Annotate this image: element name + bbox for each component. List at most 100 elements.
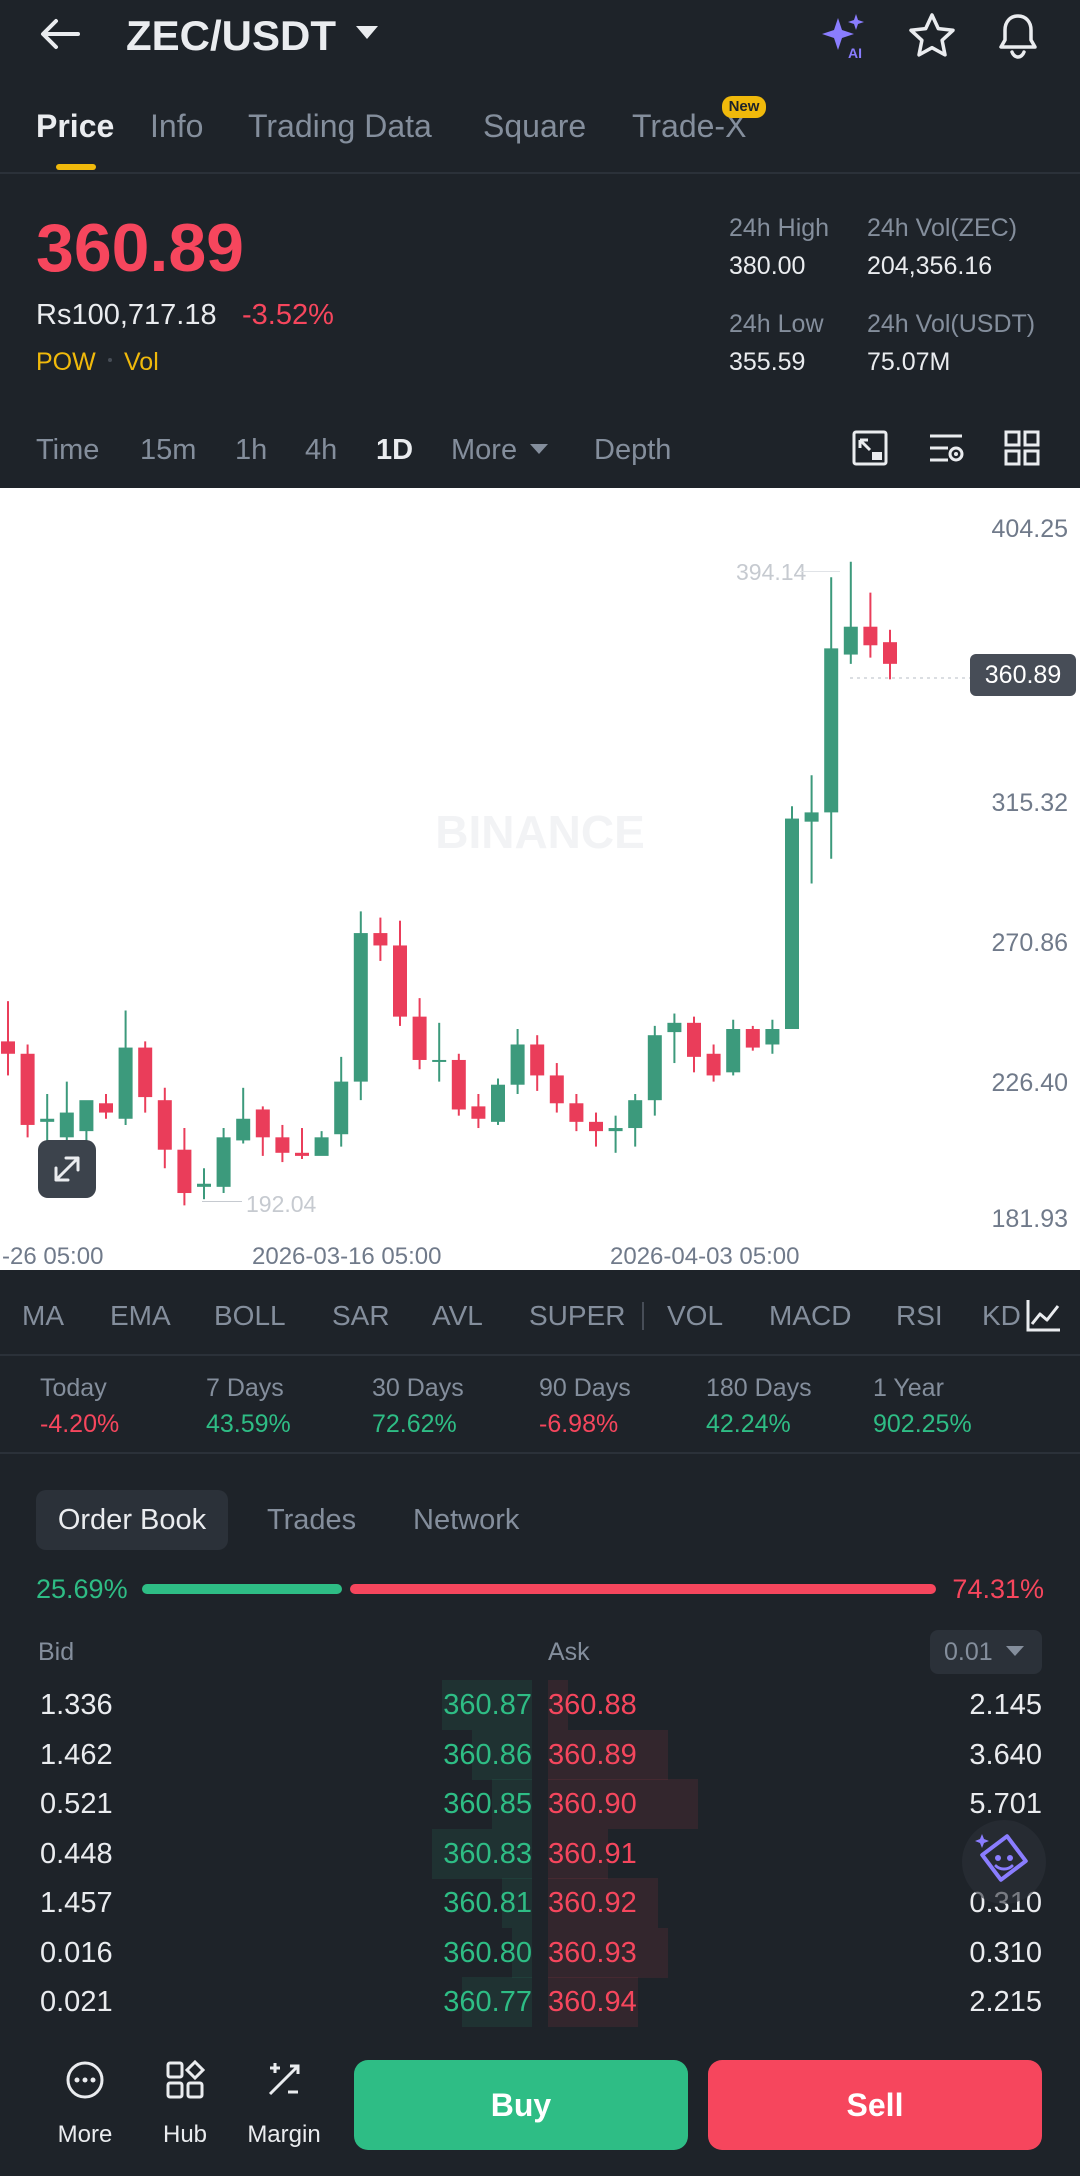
tag-pow[interactable]: POW bbox=[36, 348, 96, 376]
candle-up bbox=[510, 1029, 525, 1094]
divider bbox=[0, 1452, 1080, 1454]
x-tick-1: 2026-03-16 05:00 bbox=[252, 1243, 442, 1270]
pair-title[interactable]: ZEC/USDT bbox=[126, 12, 336, 59]
perf-1y-value: 902.25% bbox=[873, 1410, 972, 1438]
bid-price: 360.80 bbox=[443, 1936, 532, 1969]
tf-depth[interactable]: Depth bbox=[594, 434, 672, 466]
ask-header: Ask bbox=[548, 1638, 590, 1666]
indicator-avl[interactable]: AVL bbox=[432, 1300, 483, 1331]
nav-more-label: More bbox=[57, 2121, 113, 2148]
nav-margin[interactable]: Margin bbox=[239, 2048, 329, 2158]
ask-depth-bar bbox=[548, 1779, 698, 1829]
tag-vol[interactable]: Vol bbox=[124, 348, 159, 376]
stat-24h-low-value: 355.59 bbox=[729, 348, 806, 376]
chart-max-line bbox=[800, 571, 840, 572]
indicator-macd[interactable]: MACD bbox=[769, 1300, 852, 1331]
indicator-sar[interactable]: SAR bbox=[332, 1300, 390, 1331]
tab-trading-data[interactable]: Trading Data bbox=[248, 108, 432, 144]
bid-depth-bar bbox=[492, 1779, 532, 1829]
bell-icon[interactable] bbox=[992, 10, 1044, 62]
tf-4h[interactable]: 4h bbox=[305, 434, 338, 466]
orderbook-row[interactable]: 0.521 360.85 360.90 5.701 bbox=[0, 1779, 1080, 1829]
ask-depth-bar bbox=[548, 1828, 608, 1879]
tab-trades[interactable]: Trades bbox=[267, 1504, 357, 1536]
ask-price: 360.89 bbox=[548, 1738, 637, 1771]
assistant-bot-icon[interactable] bbox=[962, 1820, 1046, 1904]
tf-time[interactable]: Time bbox=[36, 434, 100, 466]
margin-icon bbox=[268, 2063, 300, 2096]
candle-body bbox=[59, 1112, 74, 1138]
indicator-boll[interactable]: BOLL bbox=[214, 1300, 286, 1331]
indicator-settings-icon[interactable] bbox=[1022, 1296, 1064, 1336]
candle-down bbox=[451, 1053, 466, 1116]
orderbook-row[interactable]: 0.016 360.80 360.93 0.310 bbox=[0, 1927, 1080, 1978]
bid-price: 360.81 bbox=[443, 1887, 532, 1919]
tab-square[interactable]: Square bbox=[483, 108, 587, 144]
orderbook-row[interactable]: 1.336 360.87 360.88 2.145 bbox=[0, 1680, 1080, 1730]
candlestick-chart[interactable]: BINANCE 404.25 315.32 270.86 226.40 181.… bbox=[0, 488, 1080, 1270]
orderbook-row[interactable]: 0.448 360.83 360.91 bbox=[0, 1828, 1080, 1879]
tab-network[interactable]: Network bbox=[413, 1504, 520, 1536]
ask-depth-bar bbox=[548, 1680, 568, 1730]
indicator-kd[interactable]: KD bbox=[982, 1300, 1021, 1331]
tf-15m[interactable]: 15m bbox=[140, 434, 197, 466]
orderbook-row[interactable]: 1.462 360.86 360.89 3.640 bbox=[0, 1729, 1080, 1780]
candle-body bbox=[216, 1137, 231, 1187]
chart-settings-icon[interactable] bbox=[850, 428, 890, 468]
bid-qty: 1.457 bbox=[40, 1887, 113, 1919]
fiat-price: Rs100,717.18 bbox=[36, 299, 217, 331]
nav-hub[interactable]: Hub bbox=[140, 2048, 230, 2158]
candle-down bbox=[177, 1128, 192, 1206]
nav-more[interactable]: More bbox=[40, 2048, 130, 2158]
y-tick-315: 315.32 bbox=[991, 789, 1068, 817]
nav-margin-label: Margin bbox=[247, 2121, 321, 2148]
indicator-ema[interactable]: EMA bbox=[110, 1300, 171, 1331]
candle-body bbox=[549, 1075, 564, 1104]
x-tick-2: 2026-04-03 05:00 bbox=[610, 1243, 800, 1270]
y-tick-226: 226.40 bbox=[991, 1069, 1068, 1097]
chart-min-line bbox=[202, 1201, 242, 1202]
candle-up bbox=[432, 1022, 447, 1082]
bid-header: Bid bbox=[38, 1638, 75, 1666]
indicator-super[interactable]: SUPER bbox=[529, 1300, 626, 1331]
sell-button[interactable]: Sell bbox=[708, 2060, 1042, 2150]
indicator-ma[interactable]: MA bbox=[22, 1300, 64, 1331]
y-tick-270: 270.86 bbox=[991, 929, 1068, 957]
ai-badge-text: AI bbox=[848, 45, 862, 61]
back-arrow-icon[interactable] bbox=[38, 12, 88, 56]
ask-depth-bar bbox=[548, 1927, 668, 1978]
bid-depth-bar bbox=[442, 1680, 532, 1730]
candle-body bbox=[530, 1044, 545, 1076]
buy-button[interactable]: Buy bbox=[354, 2060, 688, 2150]
ai-sparkle-icon[interactable]: AI bbox=[818, 10, 870, 62]
tab-price[interactable]: Price bbox=[36, 108, 115, 144]
layout-grid-icon[interactable] bbox=[1002, 428, 1042, 468]
chart-max-label: 394.14 bbox=[736, 559, 807, 585]
expand-chart-icon[interactable] bbox=[38, 1140, 96, 1198]
bid-depth-bar bbox=[462, 1977, 532, 2027]
bid-qty: 0.521 bbox=[40, 1788, 113, 1820]
bid-depth-bar bbox=[512, 1927, 532, 1978]
tf-more[interactable]: More bbox=[451, 434, 518, 466]
tf-1h[interactable]: 1h bbox=[235, 434, 268, 466]
tf-1d[interactable]: 1D bbox=[376, 434, 414, 466]
perf-today-value: -4.20% bbox=[40, 1410, 120, 1438]
star-icon[interactable] bbox=[906, 10, 958, 62]
precision-select[interactable]: 0.01 bbox=[930, 1630, 1042, 1674]
chart-tools-icon[interactable] bbox=[926, 428, 966, 468]
candle-up bbox=[824, 577, 839, 859]
tab-info[interactable]: Info bbox=[150, 108, 204, 144]
indicator-rsi[interactable]: RSI bbox=[896, 1300, 943, 1331]
nav-hub-label: Hub bbox=[162, 2121, 208, 2148]
bid-qty: 0.448 bbox=[40, 1837, 113, 1870]
candle-body bbox=[589, 1121, 603, 1132]
orderbook-row[interactable]: 0.021 360.77 360.94 2.215 bbox=[0, 1977, 1080, 2027]
candle-down bbox=[687, 1016, 701, 1073]
indicator-vol[interactable]: VOL bbox=[667, 1300, 724, 1331]
candle-body bbox=[687, 1022, 701, 1057]
tab-order-book[interactable]: Order Book bbox=[36, 1490, 228, 1550]
candle-body bbox=[471, 1106, 486, 1119]
new-badge: New bbox=[722, 96, 766, 118]
pair-dropdown-icon[interactable] bbox=[356, 26, 378, 39]
